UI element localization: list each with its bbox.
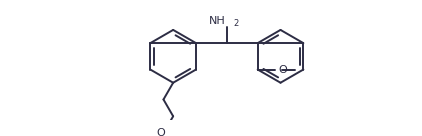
Text: NH: NH [209,16,226,26]
Text: O: O [157,128,165,136]
Text: 2: 2 [233,19,238,28]
Text: O: O [278,64,287,75]
